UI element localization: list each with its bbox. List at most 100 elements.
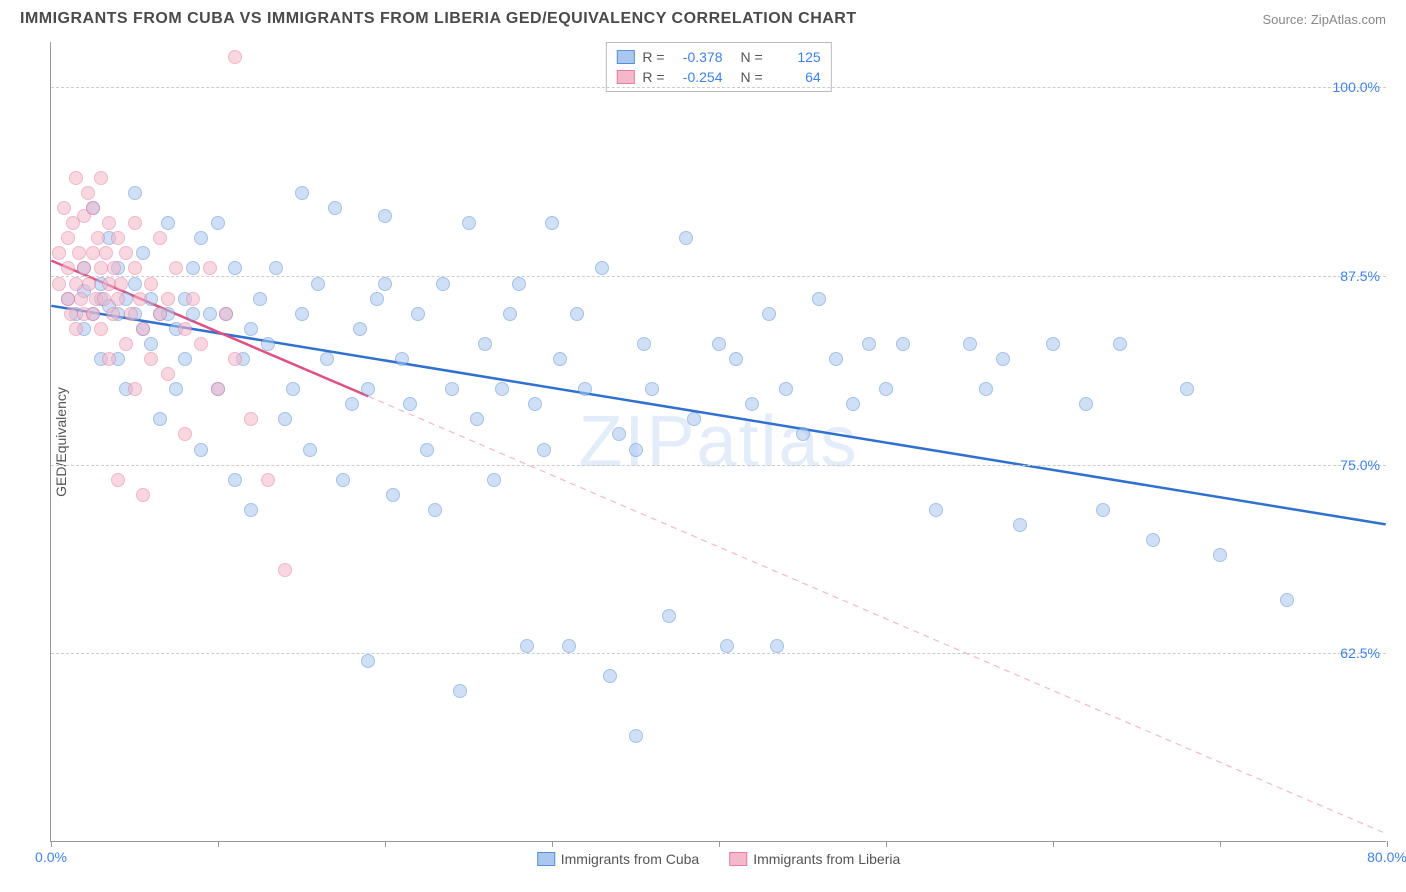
legend-swatch (729, 852, 747, 866)
data-point (1046, 337, 1060, 351)
data-point (361, 382, 375, 396)
data-point (81, 186, 95, 200)
data-point (228, 50, 242, 64)
y-tick-label: 100.0% (1333, 79, 1380, 95)
data-point (119, 246, 133, 260)
data-point (203, 307, 217, 321)
data-point (136, 488, 150, 502)
data-point (311, 277, 325, 291)
data-point (128, 216, 142, 230)
data-point (503, 307, 517, 321)
data-point (228, 352, 242, 366)
data-point (169, 382, 183, 396)
data-point (133, 292, 147, 306)
data-point (395, 352, 409, 366)
data-point (1146, 533, 1160, 547)
data-point (645, 382, 659, 396)
data-point (570, 307, 584, 321)
data-point (69, 322, 83, 336)
data-point (253, 292, 267, 306)
data-point (144, 352, 158, 366)
data-point (470, 412, 484, 426)
regression-lines (51, 42, 1386, 841)
data-point (94, 322, 108, 336)
x-tick (886, 841, 887, 847)
data-point (107, 261, 121, 275)
data-point (153, 412, 167, 426)
data-point (194, 231, 208, 245)
data-point (61, 261, 75, 275)
legend-r-label: R = (642, 49, 664, 65)
data-point (261, 337, 275, 351)
data-point (862, 337, 876, 351)
legend-stats-box: R =-0.378N =125R =-0.254N =64 (605, 42, 831, 92)
gridline (51, 653, 1386, 654)
x-tick-label: 0.0% (35, 849, 67, 865)
data-point (64, 307, 78, 321)
data-point (106, 307, 120, 321)
data-point (94, 171, 108, 185)
data-point (52, 246, 66, 260)
data-point (720, 639, 734, 653)
data-point (545, 216, 559, 230)
data-point (512, 277, 526, 291)
data-point (178, 322, 192, 336)
legend-n-label: N = (741, 69, 763, 85)
data-point (436, 277, 450, 291)
legend-n-label: N = (741, 49, 763, 65)
data-point (528, 397, 542, 411)
data-point (91, 231, 105, 245)
data-point (278, 412, 292, 426)
data-point (244, 503, 258, 517)
data-point (345, 397, 359, 411)
data-point (153, 231, 167, 245)
data-point (1280, 593, 1294, 607)
data-point (762, 307, 776, 321)
x-tick (218, 841, 219, 847)
data-point (629, 443, 643, 457)
data-point (178, 427, 192, 441)
data-point (74, 292, 88, 306)
data-point (846, 397, 860, 411)
data-point (269, 261, 283, 275)
data-point (244, 412, 258, 426)
data-point (796, 427, 810, 441)
data-point (136, 246, 150, 260)
data-point (102, 352, 116, 366)
data-point (295, 307, 309, 321)
data-point (82, 277, 96, 291)
data-point (979, 382, 993, 396)
y-axis-label: GED/Equivalency (53, 387, 69, 497)
data-point (102, 216, 116, 230)
x-tick (552, 841, 553, 847)
data-point (1013, 518, 1027, 532)
data-point (1079, 397, 1093, 411)
data-point (929, 503, 943, 517)
header: IMMIGRANTS FROM CUBA VS IMMIGRANTS FROM … (0, 0, 1406, 32)
data-point (211, 216, 225, 230)
data-point (295, 186, 309, 200)
legend-n-value: 125 (771, 49, 821, 65)
data-point (1113, 337, 1127, 351)
x-tick-label: 80.0% (1367, 849, 1406, 865)
data-point (378, 209, 392, 223)
legend-r-label: R = (642, 69, 664, 85)
data-point (261, 473, 275, 487)
gridline (51, 87, 1386, 88)
data-point (779, 382, 793, 396)
data-point (111, 473, 125, 487)
data-point (161, 367, 175, 381)
data-point (286, 382, 300, 396)
data-point (603, 669, 617, 683)
data-point (963, 337, 977, 351)
data-point (445, 382, 459, 396)
data-point (136, 322, 150, 336)
x-tick (719, 841, 720, 847)
data-point (61, 292, 75, 306)
data-point (111, 292, 125, 306)
x-tick (51, 841, 52, 847)
data-point (1213, 548, 1227, 562)
legend-series-item: Immigrants from Cuba (537, 851, 699, 867)
data-point (144, 277, 158, 291)
data-point (144, 337, 158, 351)
